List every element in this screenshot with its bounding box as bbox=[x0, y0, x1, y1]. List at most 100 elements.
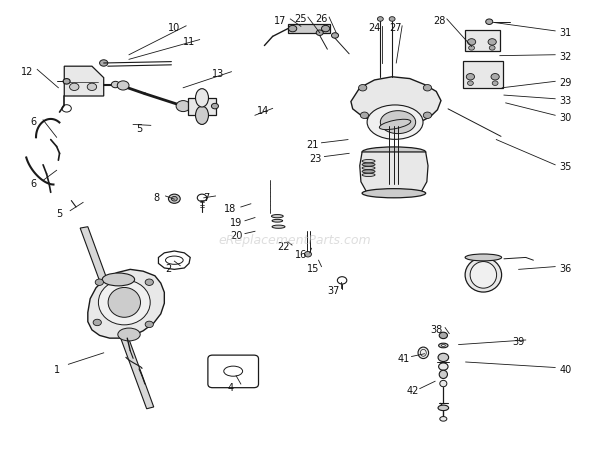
Ellipse shape bbox=[420, 350, 426, 357]
Bar bbox=[188, 99, 216, 116]
Ellipse shape bbox=[99, 280, 150, 325]
Text: 12: 12 bbox=[21, 67, 34, 77]
Text: 2: 2 bbox=[165, 263, 172, 274]
Text: 14: 14 bbox=[257, 106, 269, 116]
Ellipse shape bbox=[438, 405, 448, 411]
Text: 24: 24 bbox=[368, 23, 381, 33]
Ellipse shape bbox=[272, 220, 283, 223]
Ellipse shape bbox=[465, 258, 502, 292]
Circle shape bbox=[70, 84, 79, 91]
Ellipse shape bbox=[362, 170, 375, 174]
Circle shape bbox=[439, 332, 447, 339]
Polygon shape bbox=[88, 270, 165, 338]
Text: eReplacementParts.com: eReplacementParts.com bbox=[219, 233, 371, 246]
Bar bbox=[463, 62, 503, 89]
Text: 39: 39 bbox=[513, 336, 525, 347]
Text: 13: 13 bbox=[212, 69, 225, 79]
Circle shape bbox=[389, 17, 395, 22]
Text: 5: 5 bbox=[136, 124, 142, 134]
Text: 10: 10 bbox=[168, 23, 181, 33]
Text: 32: 32 bbox=[559, 51, 572, 62]
Text: 41: 41 bbox=[398, 353, 410, 364]
Ellipse shape bbox=[439, 370, 447, 379]
Ellipse shape bbox=[195, 107, 208, 125]
Text: 6: 6 bbox=[30, 117, 36, 127]
Ellipse shape bbox=[470, 262, 497, 289]
Text: 22: 22 bbox=[277, 242, 290, 252]
Circle shape bbox=[423, 85, 431, 92]
Circle shape bbox=[304, 252, 312, 257]
Text: 16: 16 bbox=[295, 250, 307, 260]
Circle shape bbox=[211, 104, 218, 110]
Ellipse shape bbox=[362, 189, 425, 198]
Ellipse shape bbox=[271, 215, 283, 218]
Circle shape bbox=[360, 113, 369, 119]
Circle shape bbox=[486, 20, 493, 25]
Polygon shape bbox=[64, 67, 104, 97]
Circle shape bbox=[467, 82, 473, 86]
Circle shape bbox=[316, 31, 323, 36]
Circle shape bbox=[145, 321, 153, 328]
Text: 37: 37 bbox=[327, 285, 339, 295]
Text: 30: 30 bbox=[560, 112, 572, 123]
Text: 15: 15 bbox=[306, 263, 319, 274]
Text: 36: 36 bbox=[560, 263, 572, 274]
Text: 33: 33 bbox=[560, 95, 572, 106]
Text: 35: 35 bbox=[559, 162, 572, 171]
Circle shape bbox=[100, 61, 108, 67]
Text: 27: 27 bbox=[389, 23, 401, 33]
Ellipse shape bbox=[118, 328, 140, 341]
Circle shape bbox=[145, 280, 153, 286]
Circle shape bbox=[322, 26, 330, 33]
Circle shape bbox=[169, 195, 180, 204]
Circle shape bbox=[467, 39, 476, 46]
Text: 1: 1 bbox=[54, 364, 60, 374]
Bar bbox=[288, 25, 330, 34]
Text: 40: 40 bbox=[560, 364, 572, 374]
Ellipse shape bbox=[362, 148, 425, 157]
Circle shape bbox=[289, 26, 297, 33]
Text: 26: 26 bbox=[315, 14, 327, 24]
Ellipse shape bbox=[362, 174, 375, 177]
Circle shape bbox=[492, 82, 498, 86]
Ellipse shape bbox=[381, 112, 416, 134]
Text: 28: 28 bbox=[433, 17, 445, 26]
Ellipse shape bbox=[367, 106, 423, 140]
Text: 20: 20 bbox=[230, 230, 242, 240]
Circle shape bbox=[93, 319, 101, 326]
Circle shape bbox=[117, 82, 129, 91]
Circle shape bbox=[489, 46, 495, 51]
Circle shape bbox=[171, 197, 177, 202]
Ellipse shape bbox=[362, 167, 375, 170]
Circle shape bbox=[466, 74, 474, 81]
Ellipse shape bbox=[418, 347, 428, 359]
Text: 4: 4 bbox=[227, 382, 233, 392]
Circle shape bbox=[378, 17, 384, 22]
Polygon shape bbox=[80, 227, 154, 409]
Circle shape bbox=[468, 46, 474, 51]
Text: 11: 11 bbox=[183, 37, 195, 47]
Ellipse shape bbox=[379, 120, 411, 130]
Circle shape bbox=[488, 39, 496, 46]
Ellipse shape bbox=[440, 381, 447, 387]
Circle shape bbox=[112, 82, 120, 89]
Text: 31: 31 bbox=[560, 28, 572, 38]
Ellipse shape bbox=[438, 343, 448, 348]
Text: 21: 21 bbox=[306, 140, 319, 150]
Ellipse shape bbox=[272, 226, 285, 229]
Polygon shape bbox=[360, 153, 428, 197]
Text: 8: 8 bbox=[153, 192, 160, 202]
Ellipse shape bbox=[438, 363, 448, 370]
Text: 6: 6 bbox=[30, 179, 36, 189]
Bar bbox=[464, 31, 500, 52]
Ellipse shape bbox=[440, 417, 447, 421]
Ellipse shape bbox=[108, 288, 140, 318]
Text: 25: 25 bbox=[294, 14, 307, 24]
Ellipse shape bbox=[102, 274, 135, 286]
Circle shape bbox=[423, 113, 431, 119]
Text: 23: 23 bbox=[309, 154, 322, 163]
Ellipse shape bbox=[195, 90, 208, 108]
Ellipse shape bbox=[441, 345, 445, 347]
Circle shape bbox=[491, 74, 499, 81]
Text: 18: 18 bbox=[224, 204, 237, 214]
